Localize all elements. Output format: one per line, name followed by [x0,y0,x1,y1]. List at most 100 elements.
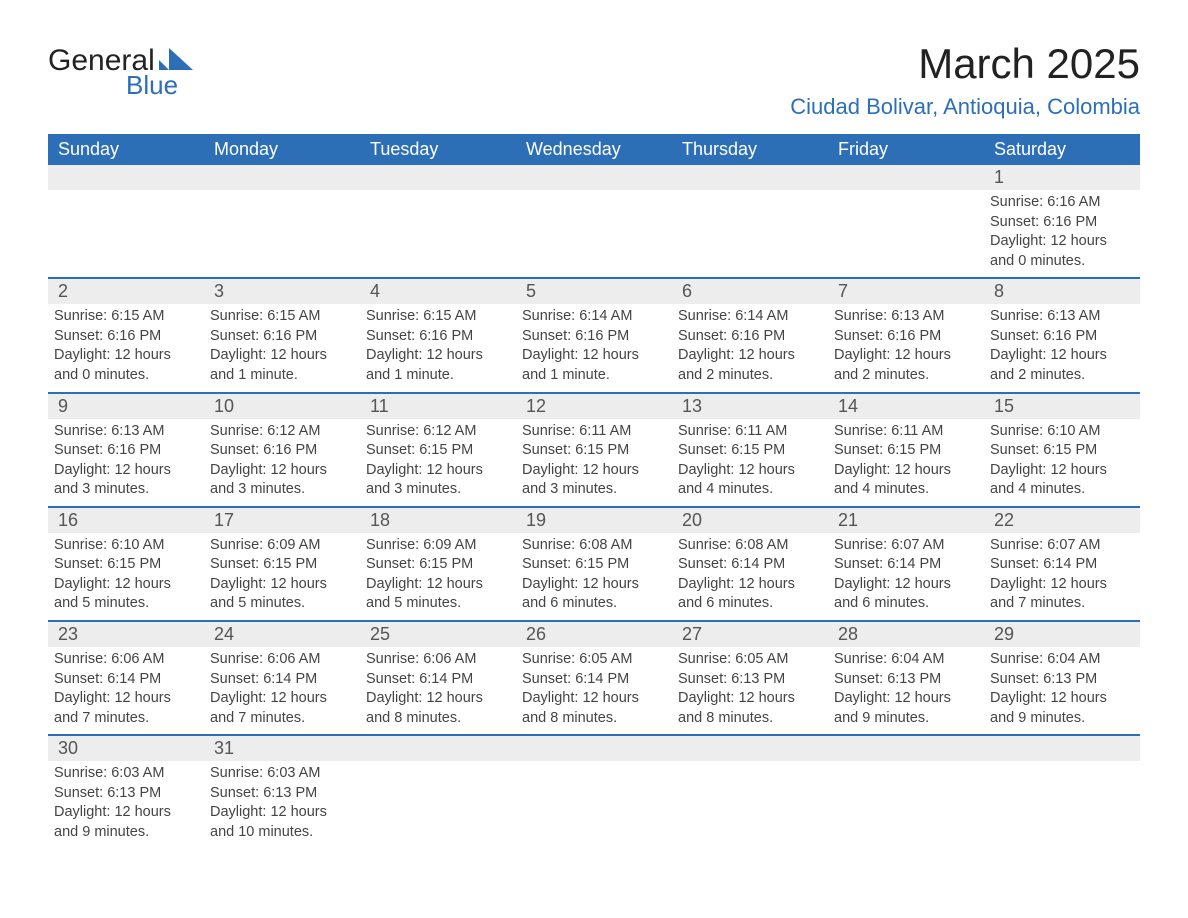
sunset-text: Sunset: 6:16 PM [522,327,666,347]
sunrise-text: Sunrise: 6:10 AM [54,536,198,556]
day-data-cell: Sunrise: 6:15 AMSunset: 6:16 PMDaylight:… [360,304,516,392]
day-number-cell: 20 [672,507,828,533]
daylight-text: Daylight: 12 hours and 6 minutes. [834,575,978,614]
day-number-cell [672,735,828,761]
day-data-cell [828,761,984,848]
day-data-cell: Sunrise: 6:06 AMSunset: 6:14 PMDaylight:… [360,647,516,735]
sunrise-text: Sunrise: 6:12 AM [366,422,510,442]
daylight-text: Daylight: 12 hours and 7 minutes. [990,575,1134,614]
sunrise-text: Sunrise: 6:08 AM [522,536,666,556]
day-data-cell: Sunrise: 6:11 AMSunset: 6:15 PMDaylight:… [516,419,672,507]
day-number-cell [828,165,984,190]
day-number-cell: 22 [984,507,1140,533]
sunset-text: Sunset: 6:14 PM [210,670,354,690]
daylight-text: Daylight: 12 hours and 5 minutes. [366,575,510,614]
day-data-cell: Sunrise: 6:11 AMSunset: 6:15 PMDaylight:… [828,419,984,507]
day-number-cell: 23 [48,621,204,647]
day-number-cell: 25 [360,621,516,647]
day-number-cell [516,735,672,761]
day-number-cell: 28 [828,621,984,647]
day-data-cell: Sunrise: 6:15 AMSunset: 6:16 PMDaylight:… [48,304,204,392]
sunrise-text: Sunrise: 6:13 AM [54,422,198,442]
sunset-text: Sunset: 6:15 PM [522,555,666,575]
sunset-text: Sunset: 6:15 PM [54,555,198,575]
weekday-header: Saturday [984,134,1140,165]
day-data-cell [516,761,672,848]
day-data-row: Sunrise: 6:06 AMSunset: 6:14 PMDaylight:… [48,647,1140,735]
day-number-row: 3031 [48,735,1140,761]
day-number-cell: 14 [828,393,984,419]
day-number-cell: 19 [516,507,672,533]
sunrise-text: Sunrise: 6:14 AM [678,307,822,327]
sunset-text: Sunset: 6:13 PM [678,670,822,690]
day-data-row: Sunrise: 6:15 AMSunset: 6:16 PMDaylight:… [48,304,1140,392]
page-subtitle: Ciudad Bolivar, Antioquia, Colombia [790,94,1140,120]
sunset-text: Sunset: 6:14 PM [522,670,666,690]
day-number-cell [516,165,672,190]
sunset-text: Sunset: 6:16 PM [678,327,822,347]
sunrise-text: Sunrise: 6:12 AM [210,422,354,442]
sunrise-text: Sunrise: 6:07 AM [990,536,1134,556]
day-number-cell: 13 [672,393,828,419]
sunrise-text: Sunrise: 6:09 AM [210,536,354,556]
day-data-row: Sunrise: 6:03 AMSunset: 6:13 PMDaylight:… [48,761,1140,848]
sunrise-text: Sunrise: 6:05 AM [678,650,822,670]
day-data-cell: Sunrise: 6:05 AMSunset: 6:14 PMDaylight:… [516,647,672,735]
sunset-text: Sunset: 6:14 PM [366,670,510,690]
sunrise-text: Sunrise: 6:16 AM [990,193,1134,213]
daylight-text: Daylight: 12 hours and 6 minutes. [678,575,822,614]
daylight-text: Daylight: 12 hours and 8 minutes. [522,689,666,728]
day-data-row: Sunrise: 6:13 AMSunset: 6:16 PMDaylight:… [48,419,1140,507]
day-number-cell: 4 [360,278,516,304]
daylight-text: Daylight: 12 hours and 3 minutes. [210,461,354,500]
day-data-cell: Sunrise: 6:03 AMSunset: 6:13 PMDaylight:… [204,761,360,848]
day-data-cell: Sunrise: 6:07 AMSunset: 6:14 PMDaylight:… [984,533,1140,621]
logo: General Blue [48,40,193,98]
sunrise-text: Sunrise: 6:06 AM [366,650,510,670]
weekday-header: Wednesday [516,134,672,165]
daylight-text: Daylight: 12 hours and 4 minutes. [678,461,822,500]
daylight-text: Daylight: 12 hours and 9 minutes. [54,803,198,842]
day-data-cell: Sunrise: 6:14 AMSunset: 6:16 PMDaylight:… [672,304,828,392]
day-number-cell [984,735,1140,761]
day-data-cell [204,190,360,278]
day-data-cell [672,190,828,278]
day-number-cell: 12 [516,393,672,419]
day-data-cell: Sunrise: 6:08 AMSunset: 6:14 PMDaylight:… [672,533,828,621]
daylight-text: Daylight: 12 hours and 2 minutes. [678,346,822,385]
day-data-cell: Sunrise: 6:07 AMSunset: 6:14 PMDaylight:… [828,533,984,621]
daylight-text: Daylight: 12 hours and 9 minutes. [834,689,978,728]
sunrise-text: Sunrise: 6:11 AM [522,422,666,442]
sunset-text: Sunset: 6:15 PM [522,441,666,461]
day-number-cell [672,165,828,190]
day-number-cell [204,165,360,190]
day-number-cell: 3 [204,278,360,304]
day-data-cell [48,190,204,278]
sunset-text: Sunset: 6:16 PM [834,327,978,347]
day-number-cell: 24 [204,621,360,647]
sunset-text: Sunset: 6:16 PM [210,441,354,461]
sunset-text: Sunset: 6:15 PM [366,441,510,461]
sunset-text: Sunset: 6:15 PM [366,555,510,575]
day-data-cell [672,761,828,848]
sunset-text: Sunset: 6:15 PM [834,441,978,461]
day-number-cell: 7 [828,278,984,304]
day-number-row: 9101112131415 [48,393,1140,419]
daylight-text: Daylight: 12 hours and 10 minutes. [210,803,354,842]
sunrise-text: Sunrise: 6:04 AM [834,650,978,670]
daylight-text: Daylight: 12 hours and 6 minutes. [522,575,666,614]
day-number-cell: 21 [828,507,984,533]
sunrise-text: Sunrise: 6:10 AM [990,422,1134,442]
day-number-cell: 10 [204,393,360,419]
sunrise-text: Sunrise: 6:15 AM [366,307,510,327]
sunrise-text: Sunrise: 6:13 AM [834,307,978,327]
day-data-cell: Sunrise: 6:05 AMSunset: 6:13 PMDaylight:… [672,647,828,735]
day-number-cell: 27 [672,621,828,647]
sunset-text: Sunset: 6:14 PM [54,670,198,690]
day-data-cell: Sunrise: 6:06 AMSunset: 6:14 PMDaylight:… [204,647,360,735]
day-data-cell [516,190,672,278]
sunrise-text: Sunrise: 6:04 AM [990,650,1134,670]
sunset-text: Sunset: 6:16 PM [54,441,198,461]
daylight-text: Daylight: 12 hours and 1 minute. [210,346,354,385]
day-data-cell: Sunrise: 6:15 AMSunset: 6:16 PMDaylight:… [204,304,360,392]
